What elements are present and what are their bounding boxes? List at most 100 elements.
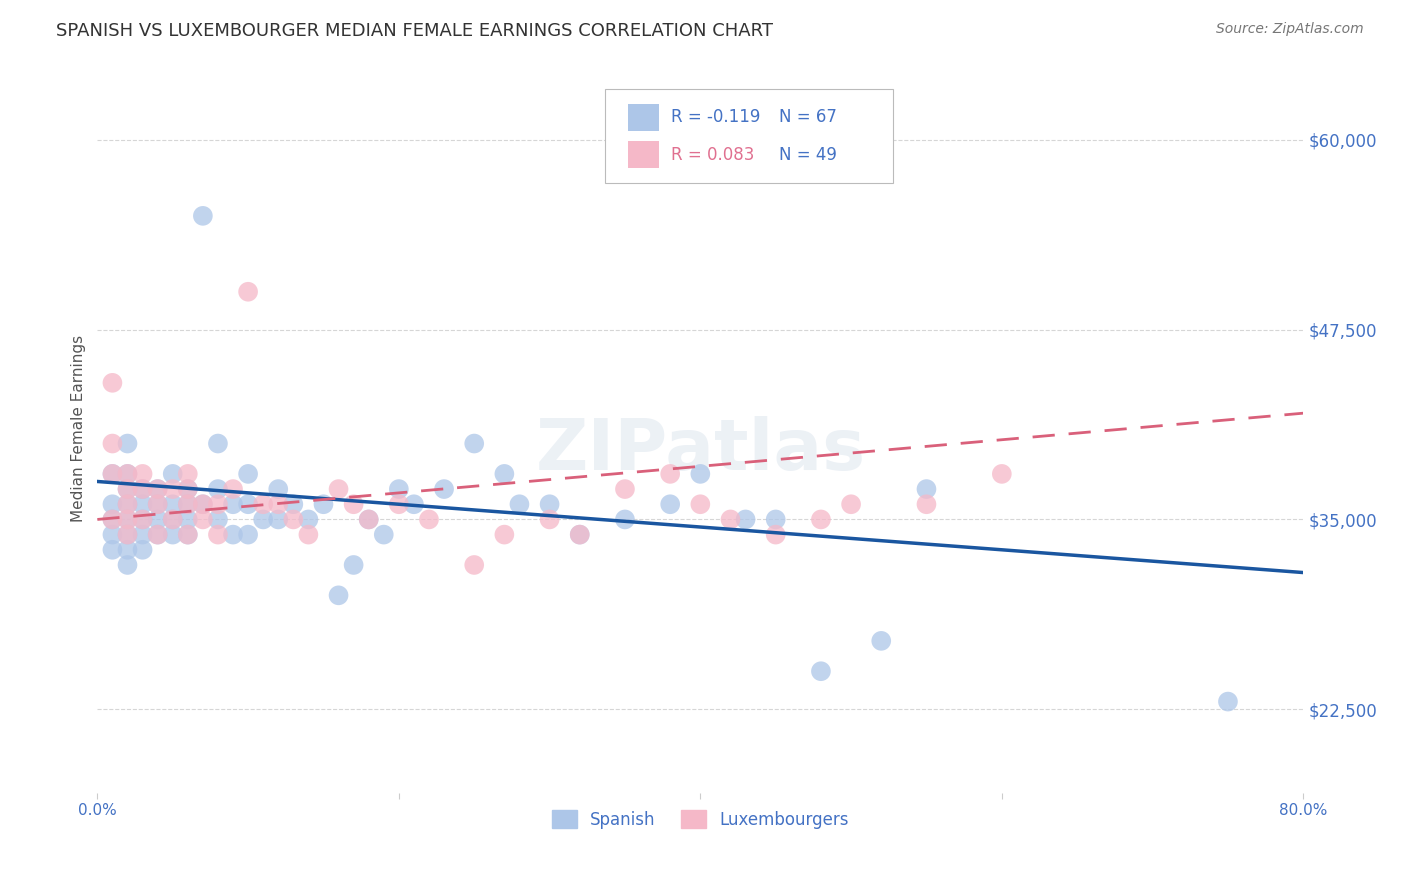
Spanish: [328, 588, 350, 602]
Spanish: [117, 542, 139, 557]
Spanish: [568, 527, 591, 541]
Luxembourgers: [328, 482, 350, 496]
Spanish: [765, 512, 787, 526]
Luxembourgers: [101, 467, 124, 481]
Spanish: [177, 497, 200, 511]
Text: R = 0.083: R = 0.083: [671, 145, 754, 163]
Text: SPANISH VS LUXEMBOURGER MEDIAN FEMALE EARNINGS CORRELATION CHART: SPANISH VS LUXEMBOURGER MEDIAN FEMALE EA…: [56, 22, 773, 40]
Luxembourgers: [117, 497, 139, 511]
Luxembourgers: [343, 497, 366, 511]
Spanish: [146, 527, 169, 541]
Spanish: [613, 512, 636, 526]
Spanish: [357, 512, 380, 526]
Luxembourgers: [915, 497, 938, 511]
Spanish: [343, 558, 366, 572]
Spanish: [101, 497, 124, 511]
Spanish: [297, 512, 319, 526]
Spanish: [312, 497, 335, 511]
Luxembourgers: [357, 512, 380, 526]
Luxembourgers: [765, 527, 787, 541]
Spanish: [915, 482, 938, 496]
Spanish: [538, 497, 561, 511]
Luxembourgers: [131, 512, 153, 526]
Spanish: [494, 467, 516, 481]
Spanish: [508, 497, 530, 511]
Luxembourgers: [222, 482, 245, 496]
Spanish: [101, 512, 124, 526]
Luxembourgers: [267, 497, 290, 511]
Luxembourgers: [162, 482, 184, 496]
Spanish: [283, 497, 305, 511]
Spanish: [177, 512, 200, 526]
Luxembourgers: [494, 527, 516, 541]
Luxembourgers: [839, 497, 862, 511]
Luxembourgers: [236, 285, 259, 299]
Legend: Spanish, Luxembourgers: Spanish, Luxembourgers: [546, 804, 855, 835]
Luxembourgers: [252, 497, 274, 511]
Spanish: [236, 527, 259, 541]
Luxembourgers: [162, 512, 184, 526]
Text: ZIPatlas: ZIPatlas: [536, 416, 866, 484]
Luxembourgers: [146, 482, 169, 496]
Spanish: [146, 497, 169, 511]
Luxembourgers: [101, 436, 124, 450]
Spanish: [191, 497, 214, 511]
Spanish: [131, 527, 153, 541]
Luxembourgers: [117, 482, 139, 496]
Spanish: [222, 497, 245, 511]
Luxembourgers: [177, 527, 200, 541]
Spanish: [162, 467, 184, 481]
Luxembourgers: [117, 467, 139, 481]
Text: R = -0.119: R = -0.119: [671, 109, 761, 127]
Luxembourgers: [659, 467, 682, 481]
Spanish: [236, 497, 259, 511]
Luxembourgers: [177, 482, 200, 496]
Spanish: [162, 497, 184, 511]
Spanish: [117, 558, 139, 572]
Spanish: [222, 527, 245, 541]
Luxembourgers: [463, 558, 485, 572]
Spanish: [117, 467, 139, 481]
Luxembourgers: [146, 497, 169, 511]
Spanish: [131, 482, 153, 496]
Luxembourgers: [720, 512, 742, 526]
Spanish: [267, 512, 290, 526]
Spanish: [689, 467, 711, 481]
Spanish: [117, 482, 139, 496]
Spanish: [191, 209, 214, 223]
Spanish: [207, 482, 229, 496]
Luxembourgers: [177, 467, 200, 481]
Luxembourgers: [131, 467, 153, 481]
Spanish: [433, 482, 456, 496]
Spanish: [117, 436, 139, 450]
Spanish: [236, 467, 259, 481]
Luxembourgers: [538, 512, 561, 526]
Spanish: [117, 512, 139, 526]
Luxembourgers: [101, 512, 124, 526]
Luxembourgers: [283, 512, 305, 526]
Luxembourgers: [191, 497, 214, 511]
Spanish: [810, 664, 832, 678]
Spanish: [177, 482, 200, 496]
Luxembourgers: [810, 512, 832, 526]
Luxembourgers: [117, 512, 139, 526]
Luxembourgers: [177, 497, 200, 511]
Luxembourgers: [101, 376, 124, 390]
Luxembourgers: [418, 512, 440, 526]
Luxembourgers: [207, 527, 229, 541]
Spanish: [1216, 695, 1239, 709]
Spanish: [131, 542, 153, 557]
Spanish: [388, 482, 411, 496]
Spanish: [463, 436, 485, 450]
Spanish: [146, 482, 169, 496]
Spanish: [207, 436, 229, 450]
Spanish: [207, 512, 229, 526]
Luxembourgers: [297, 527, 319, 541]
Spanish: [101, 527, 124, 541]
Spanish: [252, 512, 274, 526]
Spanish: [373, 527, 395, 541]
Spanish: [117, 497, 139, 511]
Spanish: [734, 512, 756, 526]
Text: Source: ZipAtlas.com: Source: ZipAtlas.com: [1216, 22, 1364, 37]
Luxembourgers: [117, 527, 139, 541]
